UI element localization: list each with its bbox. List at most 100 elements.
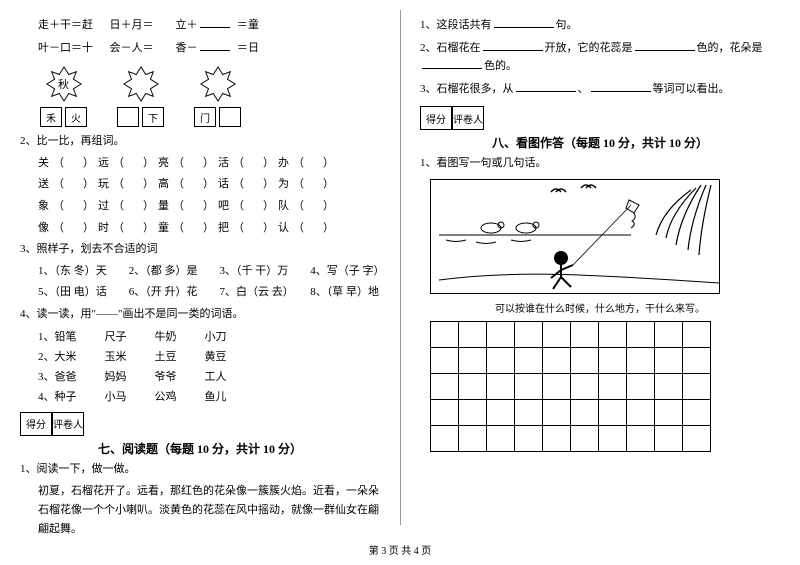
word-item: 尺子 <box>105 328 127 344</box>
writing-cell[interactable] <box>627 347 655 373</box>
score-label: 得分 <box>420 106 452 130</box>
blank[interactable] <box>200 39 230 51</box>
eq-text: 叶－口＝十 <box>38 42 93 54</box>
writing-cell[interactable] <box>683 373 711 399</box>
reading-q1: 1、这段话共有句。 <box>420 16 780 35</box>
writing-cell[interactable] <box>515 321 543 347</box>
writing-cell[interactable] <box>599 347 627 373</box>
score-label: 得分 <box>20 412 52 436</box>
q4-row: 3、爸爸妈妈爷爷工人 <box>38 368 380 384</box>
blank[interactable] <box>591 80 651 92</box>
word-item: 玉米 <box>105 348 127 364</box>
q2-part: 色的。 <box>484 60 517 72</box>
blank[interactable] <box>422 57 482 69</box>
writing-cell[interactable] <box>571 425 599 451</box>
writing-cell[interactable] <box>655 373 683 399</box>
writing-cell[interactable] <box>487 347 515 373</box>
shape-group-3: 门 <box>194 65 241 127</box>
writing-cell[interactable] <box>459 347 487 373</box>
reading-q3: 3、石榴花很多，从、等词可以看出。 <box>420 80 780 99</box>
writing-cell[interactable] <box>571 399 599 425</box>
writing-cell[interactable] <box>515 347 543 373</box>
shapes-row: 秋 禾 火 下 门 <box>40 65 380 127</box>
char-box[interactable]: 禾 <box>40 107 62 127</box>
q2-title: 2、比一比，再组词。 <box>20 133 380 151</box>
word-item: 小马 <box>105 388 127 404</box>
writing-cell[interactable] <box>627 399 655 425</box>
writing-cell[interactable] <box>543 425 571 451</box>
writing-cell[interactable] <box>459 425 487 451</box>
word-item: 鱼儿 <box>205 388 227 404</box>
writing-cell[interactable] <box>683 347 711 373</box>
writing-cell[interactable] <box>431 399 459 425</box>
writing-cell[interactable] <box>487 425 515 451</box>
writing-cell[interactable] <box>599 399 627 425</box>
writing-cell[interactable] <box>487 321 515 347</box>
writing-cell[interactable] <box>459 321 487 347</box>
star-shape <box>122 65 160 103</box>
writing-cell[interactable] <box>683 321 711 347</box>
writing-cell[interactable] <box>487 373 515 399</box>
q3-title: 3、照样子，划去不合适的词 <box>20 241 380 259</box>
writing-cell[interactable] <box>487 399 515 425</box>
writing-cell[interactable] <box>431 425 459 451</box>
q4-row: 2、大米玉米土豆黄豆 <box>38 348 380 364</box>
writing-cell[interactable] <box>515 399 543 425</box>
writing-cell[interactable] <box>683 425 711 451</box>
writing-cell[interactable] <box>543 373 571 399</box>
writing-cell[interactable] <box>571 373 599 399</box>
writing-cell[interactable] <box>683 399 711 425</box>
word-item: 土豆 <box>155 348 177 364</box>
char-box[interactable]: 门 <box>194 107 216 127</box>
char-box[interactable] <box>117 107 139 127</box>
q3-part: 、 <box>578 83 589 95</box>
writing-cell[interactable] <box>655 425 683 451</box>
writing-cell[interactable] <box>627 321 655 347</box>
writing-cell[interactable] <box>627 373 655 399</box>
section8-title: 八、看图作答（每题 10 分，共计 10 分） <box>420 134 780 151</box>
box-row: 禾 火 <box>40 107 87 127</box>
equation-row-2: 叶－口＝十 会－人＝ 香－ ＝日 <box>38 39 380 58</box>
blank[interactable] <box>483 39 543 51</box>
writing-cell[interactable] <box>655 347 683 373</box>
char-box[interactable]: 火 <box>65 107 87 127</box>
writing-cell[interactable] <box>627 425 655 451</box>
section7-title: 七、阅读题（每题 10 分，共计 10 分） <box>20 440 380 457</box>
writing-cell[interactable] <box>543 347 571 373</box>
kite-illustration <box>430 179 720 294</box>
q2-row: 送（ ）玩（ ）高（ ）话（ ）为（ ） <box>38 176 380 194</box>
box-row: 下 <box>117 107 164 127</box>
score-box: 得分 评卷人 <box>20 412 380 436</box>
writing-cell[interactable] <box>655 321 683 347</box>
blank[interactable] <box>494 16 554 28</box>
char-box[interactable] <box>219 107 241 127</box>
writing-cell[interactable] <box>599 321 627 347</box>
q4-title: 4、读一读，用"——"画出不是同一类的词语。 <box>20 306 380 324</box>
word-item: 1、铅笔 <box>38 328 77 344</box>
blank[interactable] <box>200 16 230 28</box>
char-box[interactable]: 下 <box>142 107 164 127</box>
blank[interactable] <box>635 39 695 51</box>
writing-cell[interactable] <box>459 373 487 399</box>
blank[interactable] <box>516 80 576 92</box>
writing-cell[interactable] <box>515 373 543 399</box>
writing-cell[interactable] <box>515 425 543 451</box>
equation-row-1: 走＋干＝赶 日＋月＝ 立＋ ＝童 <box>38 16 380 35</box>
writing-cell[interactable] <box>543 321 571 347</box>
word-item: 2、大米 <box>38 348 77 364</box>
score-box: 得分 评卷人 <box>420 106 780 130</box>
writing-grid[interactable] <box>430 321 711 452</box>
writing-cell[interactable] <box>543 399 571 425</box>
writing-cell[interactable] <box>599 373 627 399</box>
writing-cell[interactable] <box>459 399 487 425</box>
q4-rows: 1、铅笔尺子牛奶小刀2、大米玉米土豆黄豆3、爸爸妈妈爷爷工人4、种子小马公鸡鱼儿 <box>20 328 380 404</box>
q2-part: 2、石榴花在 <box>420 42 481 54</box>
writing-cell[interactable] <box>431 347 459 373</box>
writing-cell[interactable] <box>431 321 459 347</box>
writing-cell[interactable] <box>655 399 683 425</box>
writing-cell[interactable] <box>599 425 627 451</box>
writing-cell[interactable] <box>571 347 599 373</box>
q3-part: 3、石榴花很多，从 <box>420 83 514 95</box>
writing-cell[interactable] <box>571 321 599 347</box>
writing-cell[interactable] <box>431 373 459 399</box>
